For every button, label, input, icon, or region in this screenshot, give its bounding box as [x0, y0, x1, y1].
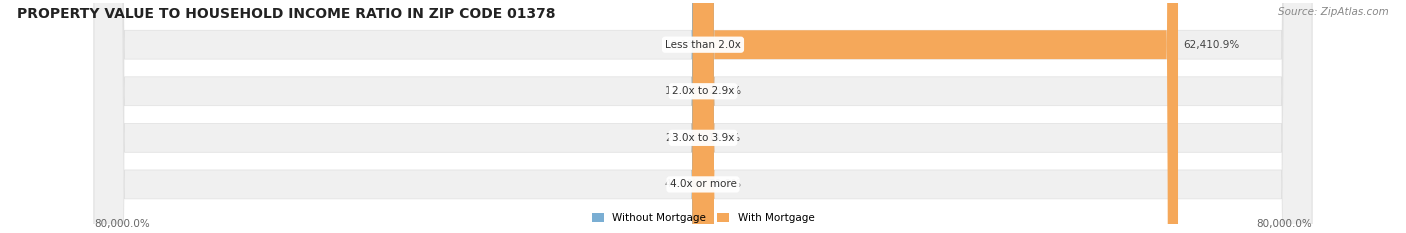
Text: 4.0x or more: 4.0x or more [669, 179, 737, 189]
Text: Source: ZipAtlas.com: Source: ZipAtlas.com [1278, 7, 1389, 17]
Text: 3.0x to 3.9x: 3.0x to 3.9x [672, 133, 734, 143]
Text: 80,000.0%: 80,000.0% [1256, 219, 1312, 229]
Text: 28.6%: 28.6% [709, 86, 741, 96]
FancyBboxPatch shape [94, 0, 1312, 233]
FancyBboxPatch shape [94, 0, 1312, 233]
Text: 17.6%: 17.6% [665, 86, 697, 96]
Text: 26.4%: 26.4% [665, 133, 697, 143]
FancyBboxPatch shape [703, 0, 1178, 233]
Text: Less than 2.0x: Less than 2.0x [665, 40, 741, 50]
Text: 30.9%: 30.9% [709, 179, 741, 189]
FancyBboxPatch shape [692, 0, 714, 233]
Text: 80,000.0%: 80,000.0% [94, 219, 150, 229]
FancyBboxPatch shape [692, 0, 714, 233]
FancyBboxPatch shape [692, 0, 714, 233]
Text: 46.0%: 46.0% [665, 179, 697, 189]
Text: 62,410.9%: 62,410.9% [1182, 40, 1239, 50]
Text: 13.7%: 13.7% [709, 133, 741, 143]
Legend: Without Mortgage, With Mortgage: Without Mortgage, With Mortgage [592, 213, 814, 223]
FancyBboxPatch shape [692, 0, 714, 233]
Text: PROPERTY VALUE TO HOUSEHOLD INCOME RATIO IN ZIP CODE 01378: PROPERTY VALUE TO HOUSEHOLD INCOME RATIO… [17, 7, 555, 21]
FancyBboxPatch shape [94, 0, 1312, 233]
FancyBboxPatch shape [692, 0, 714, 233]
FancyBboxPatch shape [692, 0, 714, 233]
Text: 2.0x to 2.9x: 2.0x to 2.9x [672, 86, 734, 96]
Text: 10.1%: 10.1% [665, 40, 697, 50]
FancyBboxPatch shape [94, 0, 1312, 233]
FancyBboxPatch shape [692, 0, 714, 233]
